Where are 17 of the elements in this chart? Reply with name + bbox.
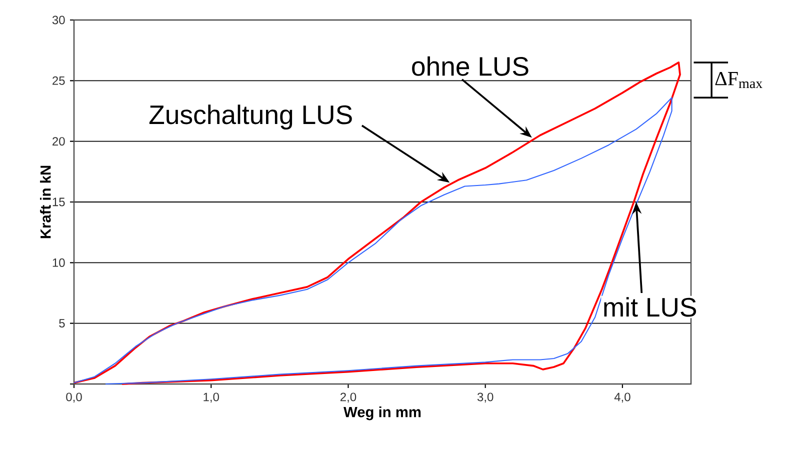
y-tick-label: 20 xyxy=(52,137,65,146)
y-tick-label: 10 xyxy=(52,258,65,267)
y-tick-label: 30 xyxy=(52,16,65,24)
annotation: ohne LUS xyxy=(412,56,528,76)
x-axis-title: Weg in mm xyxy=(344,406,421,420)
annotation: Zuschaltung LUS xyxy=(149,104,352,130)
y-tick-label: 5 xyxy=(59,319,65,328)
y-axis-title: Kraft in kN xyxy=(40,166,51,238)
x-tick-label: 0,0 xyxy=(66,392,82,403)
y-tick-label: 15 xyxy=(52,198,65,206)
x-tick-label: 1,0 xyxy=(204,392,219,403)
x-tick-label: 3,0 xyxy=(477,392,494,403)
y-tick-label: 25 xyxy=(52,76,65,85)
x-tick-label: 4,0 xyxy=(614,392,630,403)
text: ΔF$_{max}$ xyxy=(715,72,762,88)
annotation: mit LUS xyxy=(604,297,696,317)
x-tick-label: 2,0 xyxy=(340,392,356,403)
